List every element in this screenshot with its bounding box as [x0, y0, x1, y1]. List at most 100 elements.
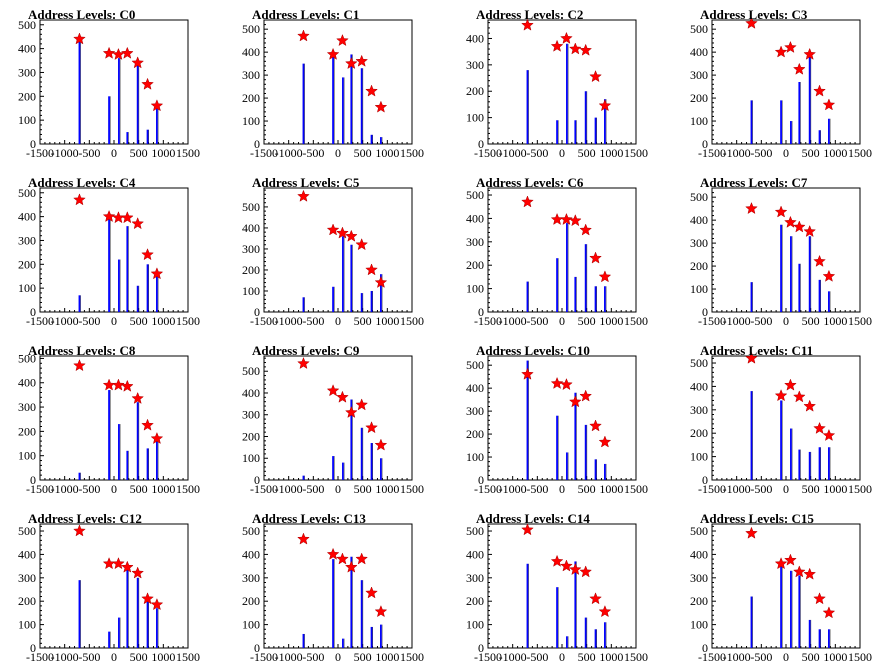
x-tick-label: 1500 [400, 650, 424, 664]
y-tick-label: 500 [690, 524, 708, 538]
peak-marker [326, 384, 340, 397]
bar [360, 427, 363, 480]
peak-marker [355, 552, 369, 565]
plot-frame [487, 187, 637, 313]
peak-marker [374, 438, 388, 451]
x-tick-label: 1000 [823, 650, 847, 664]
x-tick-label: 1500 [400, 482, 424, 496]
chart-title: Address Levels: C8 [28, 343, 136, 358]
x-tick-label: 1500 [176, 482, 200, 496]
y-tick-label: 300 [242, 571, 260, 585]
chart-title: Address Levels: C1 [252, 7, 360, 22]
chart-title: Address Levels: C14 [476, 511, 590, 526]
y-tick-label: 100 [242, 114, 260, 128]
peak-marker [336, 226, 349, 239]
plot-frame [711, 187, 861, 313]
x-tick-label: 500 [130, 314, 148, 328]
x-tick-label: -500 [302, 146, 324, 160]
bar [380, 137, 382, 144]
bar [136, 402, 139, 480]
y-tick-label: 400 [690, 547, 708, 561]
y-tick-label: 400 [466, 547, 484, 561]
bar [526, 563, 529, 648]
y-tick-label: 400 [466, 211, 484, 225]
x-tick-label: 500 [354, 314, 372, 328]
peak-marker [355, 398, 369, 411]
bar [526, 70, 529, 144]
bar [350, 54, 353, 144]
x-tick-label: 1000 [823, 482, 847, 496]
bar [780, 566, 782, 648]
bar [146, 129, 149, 144]
peak-marker [141, 418, 154, 431]
x-tick-label: -1000 [51, 314, 79, 328]
peak-marker [150, 99, 164, 112]
y-tick-label: 100 [466, 111, 484, 125]
x-tick-label: -1500 [474, 650, 502, 664]
peak-marker [568, 42, 582, 55]
y-tick-label: 100 [242, 451, 260, 465]
chart-panel: 0 100 200 300 400 500 -1500 -1000 -500 0 500 1000 15… [672, 0, 896, 168]
y-tick-label: 100 [466, 618, 484, 632]
x-tick-label: -1500 [250, 650, 278, 664]
bar [828, 629, 830, 648]
peak-marker [326, 223, 340, 236]
peak-marker [589, 419, 602, 432]
bar [136, 65, 139, 144]
bar [828, 291, 830, 312]
bar [126, 132, 129, 144]
peak-marker [131, 566, 145, 579]
plot-frame [39, 355, 189, 481]
y-tick-label: 500 [18, 351, 36, 365]
peak-marker [550, 212, 564, 225]
chart-panel: 0 100 200 300 400 500 -1500 -1000 -500 0 500 1000 15… [448, 336, 672, 504]
peak-marker [813, 254, 826, 267]
bar [556, 258, 558, 312]
peak-marker [336, 390, 349, 403]
bar [750, 100, 753, 144]
chart-title: Address Levels: C2 [476, 7, 584, 22]
peak-marker [150, 598, 164, 611]
peak-marker [336, 33, 349, 47]
bar [78, 580, 81, 648]
chart-panel: 0 100 200 300 400 500 -1500 -1000 -500 0 500 1000 15… [224, 504, 448, 672]
x-tick-label: 0 [335, 650, 341, 664]
chart-panel: 0 100 200 300 400 500 -1500 -1000 -500 0 500 1000 15… [224, 0, 448, 168]
chart-title: Address Levels: C5 [252, 175, 360, 190]
y-tick-label: 100 [18, 449, 36, 463]
bar [302, 475, 305, 480]
peak-marker [774, 557, 788, 570]
peak-marker [792, 220, 806, 233]
x-tick-label: 500 [130, 482, 148, 496]
bar [136, 285, 139, 312]
y-tick-label: 400 [690, 45, 708, 59]
y-tick-label: 0 [478, 137, 484, 151]
x-tick-label: 500 [354, 146, 372, 160]
plot-frame [263, 355, 413, 481]
x-tick-label: 1000 [151, 146, 175, 160]
y-tick-label: 100 [690, 450, 708, 464]
y-tick-label: 500 [466, 188, 484, 202]
y-tick-label: 500 [242, 200, 260, 214]
y-tick-label: 500 [690, 22, 708, 36]
x-tick-label: 500 [130, 146, 148, 160]
peak-marker [560, 212, 573, 225]
peak-marker [589, 251, 602, 264]
chart-title: Address Levels: C10 [476, 343, 590, 358]
peak-marker [813, 592, 826, 605]
plot-frame [711, 19, 861, 145]
bar [342, 638, 344, 648]
y-tick-label: 0 [30, 641, 36, 655]
bar [594, 117, 597, 144]
x-tick-label: 0 [559, 314, 565, 328]
x-tick-label: -1000 [499, 650, 527, 664]
y-tick-label: 300 [466, 235, 484, 249]
y-tick-label: 0 [702, 473, 708, 487]
y-tick-label: 400 [466, 31, 484, 45]
y-tick-label: 100 [242, 618, 260, 632]
y-tick-label: 100 [18, 281, 36, 295]
